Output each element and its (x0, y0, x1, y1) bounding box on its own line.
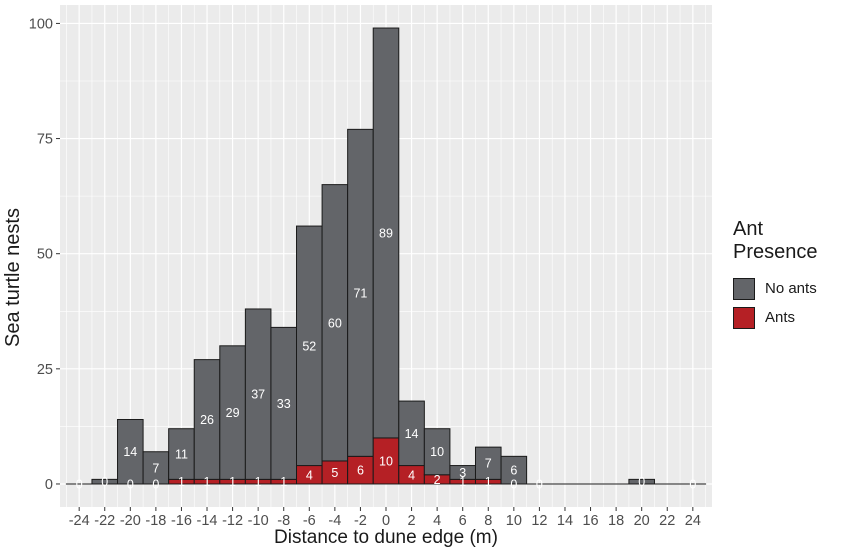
x-tick-label: 20 (634, 513, 650, 529)
x-tick-label: 2 (408, 513, 416, 529)
x-tick-label: 6 (459, 513, 467, 529)
y-axis-title-container: Sea turtle nests (2, 0, 24, 555)
bar-label-no-ants: 11 (175, 448, 188, 462)
bar-no-ants (321, 184, 349, 462)
x-tick-label: -16 (171, 513, 192, 529)
bar-no-ants (628, 478, 655, 485)
bar-label-ants: 1 (229, 475, 236, 489)
bar-label-no-ants: 7 (152, 461, 159, 475)
x-tick-label: -8 (277, 513, 290, 529)
bar-label-ants: 4 (408, 468, 415, 482)
bar-label-no-ants: 71 (353, 286, 367, 300)
bar-label-ants: 6 (357, 464, 364, 478)
x-tick-label: 14 (557, 513, 573, 529)
bar-no-ants (423, 428, 451, 476)
x-tick-label: -24 (69, 513, 90, 529)
x-tick-label: -18 (145, 513, 166, 529)
y-tick-label: 75 (37, 132, 53, 148)
bar-label-ants: 0 (152, 477, 159, 491)
x-tick-label: 16 (582, 513, 598, 529)
bar-label-ants: 1 (280, 475, 287, 489)
bar-label-ants: 4 (306, 468, 313, 482)
bar-no-ants (117, 418, 144, 485)
y-tick-label: 0 (45, 477, 53, 493)
bar-label-no-ants: 10 (430, 445, 444, 459)
bar-no-ants (398, 400, 425, 467)
bar-label-no-ants: 33 (277, 397, 291, 411)
x-tick-label: -20 (120, 513, 141, 529)
bar-label-no-ants: 37 (251, 388, 265, 402)
x-tick-label: 10 (506, 513, 522, 529)
bar-no-ants (142, 451, 170, 485)
bar-labels: 0 0 01407111126129137133452560671108941421… (76, 226, 697, 491)
x-axis-title: Distance to dune edge (m) (274, 527, 498, 548)
y-tick-label: 50 (37, 247, 53, 263)
x-tick-label: 22 (659, 513, 675, 529)
bar-label-no-ants: 0 (76, 477, 83, 491)
bar-label-ants: 0 (127, 477, 134, 491)
legend-swatch-no-ants (733, 277, 755, 300)
x-tick-label: -14 (197, 513, 218, 529)
x-tick-label: 24 (685, 513, 701, 529)
x-tick-label: -6 (303, 513, 316, 529)
bar-label-no-ants: 0 (689, 477, 696, 491)
bar-label-no-ants: 0 (638, 475, 645, 489)
legend-item-ants: Ants (733, 303, 850, 332)
bar-label-no-ants: 0 (536, 477, 543, 491)
bar-label-no-ants: 52 (302, 339, 316, 353)
bar-no-ants (193, 359, 221, 480)
y-tick-label: 100 (29, 16, 53, 32)
bar-no-ants (244, 308, 272, 480)
x-tick-label: -10 (248, 513, 269, 529)
bar-ants (347, 455, 374, 485)
bar-label-no-ants: 14 (123, 445, 137, 459)
bar-no-ants (219, 345, 246, 480)
bar-no-ants (168, 428, 195, 480)
bar-no-ants (372, 27, 400, 439)
legend-label-no-ants: No ants (765, 280, 817, 297)
legend: Ant Presence No ants Ants (733, 218, 850, 332)
bars (65, 27, 707, 485)
y-axis-title: Sea turtle nests (1, 208, 24, 347)
legend-title: Ant Presence (733, 218, 818, 263)
bar-label-ants: 0 (510, 477, 517, 491)
x-tick-label: -2 (354, 513, 367, 529)
bar-label-ants: 10 (379, 454, 393, 468)
bar-label-ants: 1 (178, 475, 185, 489)
bar-label-no-ants: 3 (459, 466, 466, 480)
bar-label-ants: 2 (434, 473, 441, 487)
x-tick-label: -12 (222, 513, 243, 529)
bar-label-no-ants: 0 (101, 475, 108, 489)
bar-label-no-ants: 29 (226, 406, 240, 420)
x-tick-label: -22 (94, 513, 115, 529)
x-tick-label: -4 (328, 513, 341, 529)
bar-label-ants: 1 (255, 475, 262, 489)
bar-no-ants (500, 455, 528, 485)
bar-label-ants: 5 (331, 466, 338, 480)
x-tick-label: 0 (382, 513, 390, 529)
x-tick-label: 18 (608, 513, 624, 529)
bar-no-ants (296, 225, 323, 467)
bar-label-no-ants: 89 (379, 226, 393, 240)
x-tick-label: 12 (531, 513, 547, 529)
bar-label-no-ants: 26 (200, 413, 214, 427)
legend-swatch-ants (733, 306, 755, 329)
legend-label-ants: Ants (765, 309, 796, 326)
bar-label-no-ants: 60 (328, 316, 342, 330)
bar-no-ants (347, 128, 374, 457)
y-tick-label: 25 (37, 362, 53, 378)
x-tick-label: 4 (433, 513, 441, 529)
bar-label-ants: 1 (459, 475, 466, 489)
bar-label-ants: 1 (485, 475, 492, 489)
legend-item-no-ants: No ants (733, 274, 850, 303)
bar-label-no-ants: 14 (405, 427, 419, 441)
bar-label-no-ants: 7 (485, 457, 492, 471)
bar-label-ants: 1 (204, 475, 211, 489)
x-tick-label: 8 (484, 513, 492, 529)
bar-label-no-ants: 6 (510, 464, 517, 478)
